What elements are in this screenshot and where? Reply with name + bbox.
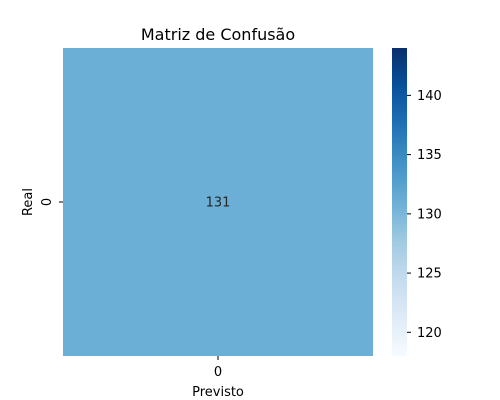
heatmap-area: 131 0 0 <box>40 48 373 380</box>
colorbar-tick-label: 140 <box>417 89 442 104</box>
colorbar-tick-label: 125 <box>417 267 442 282</box>
colorbar-tick-label: 120 <box>417 326 442 341</box>
colorbar: 120 125 130 135 140 <box>392 48 442 356</box>
heatmap-cell <box>63 48 373 356</box>
y-axis-label: Real <box>21 188 36 216</box>
chart-title: Matriz de Confusão <box>141 25 295 44</box>
colorbar-gradient <box>392 48 407 356</box>
cell-value-label: 131 <box>206 196 231 211</box>
x-tick-label: 0 <box>214 365 222 380</box>
y-tick-label: 0 <box>40 198 55 206</box>
x-axis-label: Previsto <box>192 385 244 400</box>
colorbar-tick-label: 135 <box>417 148 442 163</box>
colorbar-tick-label: 130 <box>417 207 442 222</box>
